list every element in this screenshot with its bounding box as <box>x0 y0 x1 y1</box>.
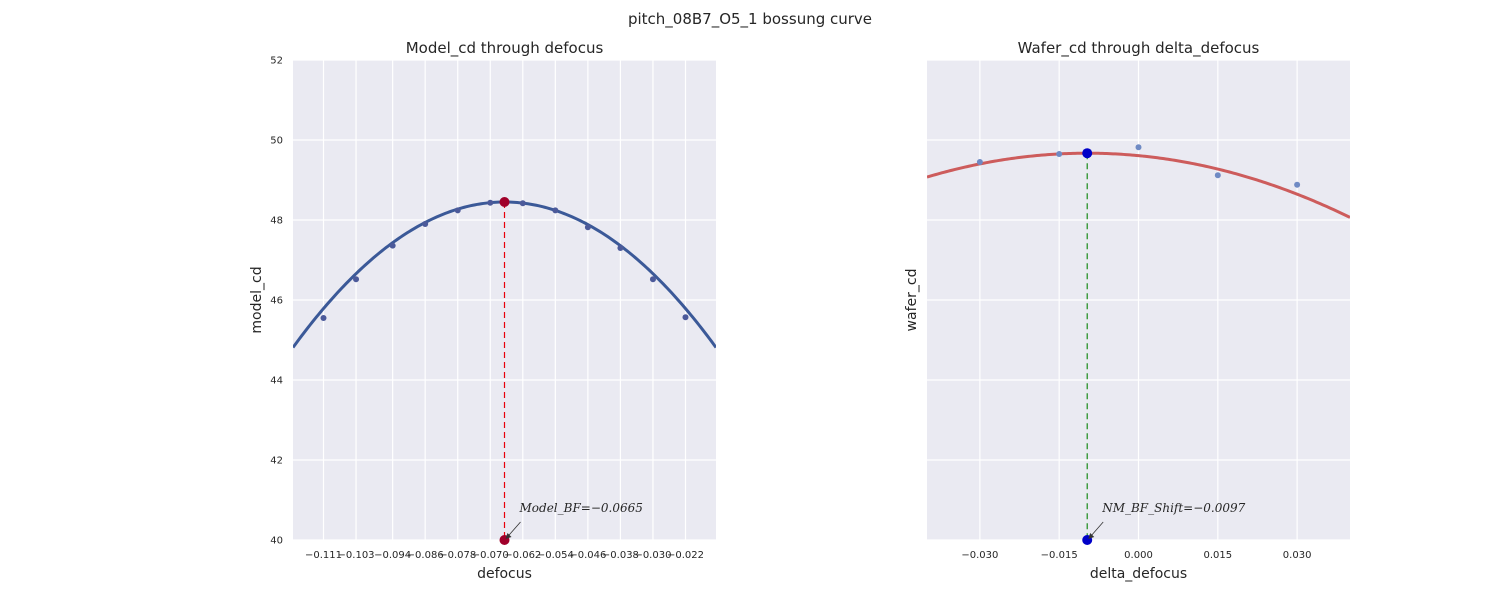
x-tick-label: −0.062 <box>504 550 541 561</box>
data-point <box>422 221 429 227</box>
plot-title: Model_cd through defocus <box>406 39 604 58</box>
x-tick-label: 0.030 <box>1283 550 1312 561</box>
data-point <box>1294 181 1301 188</box>
fit-curve <box>927 151 1350 219</box>
y-tick-labels: 40 42 44 46 48 50 52 <box>270 56 283 547</box>
data-point <box>1135 144 1142 151</box>
annotation-arrowhead <box>1088 533 1095 539</box>
figure-title: pitch_08B7_O5_1 bossung curve <box>628 10 872 29</box>
y-tick-label: 52 <box>270 56 283 67</box>
x-tick-label: −0.078 <box>439 550 476 561</box>
wafer-cd-panel: −0.030 −0.015 0.000 0.015 0.030 NM_BF_Shift=… <box>904 39 1350 582</box>
y-tick-label: 42 <box>270 456 283 467</box>
best-focus-marker <box>1082 148 1093 159</box>
x-tick-label: −0.030 <box>634 550 671 561</box>
data-point <box>1214 172 1221 179</box>
x-tick-label: −0.111 <box>305 550 342 561</box>
x-tick-label: −0.094 <box>374 550 411 561</box>
data-point <box>389 242 396 249</box>
best-focus-marker <box>499 197 510 207</box>
annotation-text: Model_BF=−0.0665 <box>519 501 643 515</box>
grid-lines <box>293 59 716 541</box>
data-point <box>552 207 559 214</box>
x-tick-label: −0.070 <box>472 550 509 561</box>
data-point <box>320 315 327 321</box>
x-tick-labels: −0.111−0.103 −0.094−0.086−0.078−0.070−0.0… <box>305 550 704 561</box>
data-point <box>682 314 689 321</box>
chart-marks: NM_BF_Shift=−0.0097 <box>927 144 1350 545</box>
x-tick-labels: −0.030 −0.015 0.000 0.015 0.030 <box>961 550 1311 561</box>
data-point <box>976 159 983 165</box>
data-point <box>353 276 360 283</box>
chart-marks: Model_BF=−0.0665 <box>293 197 716 545</box>
y-tick-label: 44 <box>270 376 283 387</box>
x-tick-label: −0.054 <box>537 550 574 561</box>
y-tick-label: 40 <box>270 536 283 547</box>
model-cd-panel: −0.111−0.103 −0.094−0.086−0.078−0.070−0.0… <box>249 39 716 582</box>
data-point <box>584 224 591 231</box>
x-tick-label: −0.038 <box>602 550 639 561</box>
x-tick-label: −0.022 <box>667 550 704 561</box>
y-axis-label: wafer_cd <box>904 269 920 332</box>
data-point <box>487 199 494 206</box>
x-tick-label: 0.000 <box>1124 550 1153 561</box>
data-point <box>649 276 656 283</box>
data-point <box>519 200 526 207</box>
y-axis-label: model_cd <box>249 266 265 333</box>
x-tick-label: 0.015 <box>1203 550 1232 561</box>
x-tick-label: −0.046 <box>569 550 606 561</box>
y-tick-label: 46 <box>270 296 283 307</box>
x-tick-label: −0.030 <box>961 550 998 561</box>
x-tick-label: −0.103 <box>338 550 375 561</box>
annotation-arrowhead <box>505 533 512 539</box>
grid-lines <box>927 59 1350 541</box>
x-tick-label: −0.015 <box>1041 550 1078 561</box>
y-tick-label: 50 <box>270 136 283 147</box>
x-axis-label: delta_defocus <box>1090 566 1187 582</box>
data-point <box>1056 151 1063 157</box>
data-point <box>454 207 461 214</box>
plot-title: Wafer_cd through delta_defocus <box>1018 39 1260 58</box>
data-point <box>617 245 624 251</box>
x-tick-label: −0.086 <box>407 550 444 561</box>
x-axis-label: defocus <box>477 566 532 582</box>
annotation-text: NM_BF_Shift=−0.0097 <box>1101 501 1245 515</box>
y-tick-label: 48 <box>270 216 283 227</box>
